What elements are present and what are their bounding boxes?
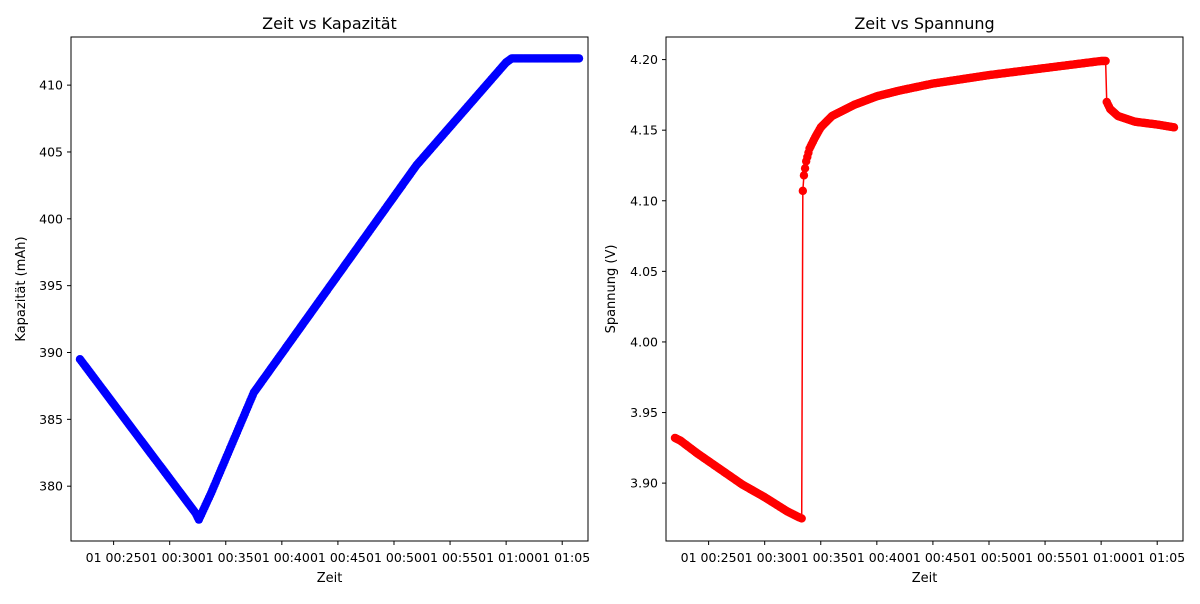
chart-capacity-ylabel: Kapazität (mA​h): [14, 236, 29, 341]
chart-voltage: Zeit vs Spannung 01 00:25 01 00:30 01 00:3…: [604, 14, 1185, 586]
data-point: [800, 164, 810, 173]
y-tick-label: 4.05: [630, 264, 658, 279]
chart-voltage-ylabel: Spannung (V): [604, 245, 619, 334]
y-tick-label: 4.20: [630, 52, 658, 67]
x-tick-label: 01 01:00: [1073, 550, 1129, 565]
chart-capacity-frame: [70, 36, 589, 542]
x-tick-label: 01 01:05: [1129, 550, 1185, 565]
y-tick-label: 400: [39, 211, 63, 226]
x-tick-label: 01 00:30: [737, 550, 793, 565]
x-tick-label: 01 00:45: [310, 550, 366, 565]
chart-voltage-xticks: 01 00:25 01 00:30 01 00:35 01 00:40 01 00:45…: [681, 541, 1185, 565]
x-tick-label: 01 00:25: [86, 550, 142, 565]
y-tick-label: 4.00: [630, 334, 658, 349]
chart-voltage-frame: [665, 36, 1184, 542]
data-point: [1101, 56, 1110, 66]
chart-voltage-title: Zeit vs Spannung: [854, 14, 994, 33]
y-tick-label: 3.95: [630, 405, 658, 420]
chart-capacity: Zeit vs Kapazität 01 00:25 01 00:30 01 00:…: [14, 14, 590, 586]
y-tick-label: 405: [39, 144, 63, 159]
data-point: [1169, 123, 1179, 132]
x-tick-label: 01 00:35: [793, 550, 849, 565]
chart-capacity-title: Zeit vs Kapazität: [262, 14, 397, 33]
y-tick-label: 380: [39, 479, 63, 494]
y-tick-label: 4.15: [630, 123, 658, 138]
x-tick-label: 01 00:25: [681, 550, 737, 565]
x-tick-label: 01 00:35: [198, 550, 254, 565]
chart-capacity-xlabel: Zeit: [317, 571, 343, 586]
chart-voltage-xlabel: Zeit: [912, 571, 938, 586]
x-tick-label: 01 01:05: [534, 550, 590, 565]
x-tick-label: 01 00:45: [905, 550, 961, 565]
data-point: [798, 186, 808, 196]
x-tick-label: 01 00:40: [254, 550, 310, 565]
y-tick-label: 3.90: [630, 476, 658, 491]
y-tick-label: 395: [39, 278, 63, 293]
y-tick-label: 410: [39, 78, 63, 93]
chart-capacity-data: [75, 54, 584, 524]
chart-capacity-xticks: 01 00:25 01 00:30 01 00:35 01 00:40 01 00:45…: [86, 541, 590, 565]
y-tick-label: 4.10: [630, 193, 658, 208]
x-tick-label: 01 00:50: [961, 550, 1017, 565]
series-line: [674, 60, 1175, 520]
data-point: [799, 171, 809, 180]
x-tick-label: 01 00:55: [1017, 550, 1073, 565]
x-tick-label: 01 01:00: [478, 550, 534, 565]
y-tick-label: 390: [39, 345, 63, 360]
chart-capacity-yticks: 380 385 390 395 400 405 410: [39, 78, 71, 494]
x-tick-label: 01 00:40: [849, 550, 905, 565]
data-point: [797, 514, 806, 523]
x-tick-label: 01 00:30: [142, 550, 198, 565]
x-tick-label: 01 00:55: [422, 550, 478, 565]
y-tick-label: 385: [39, 412, 63, 427]
chart-voltage-yticks: 3.90 3.95 4.00 4.05 4.10 4.15 4.20: [630, 52, 666, 491]
chart-voltage-data: [670, 56, 1179, 523]
x-tick-label: 01 00:50: [366, 550, 422, 565]
data-point: [574, 54, 584, 63]
